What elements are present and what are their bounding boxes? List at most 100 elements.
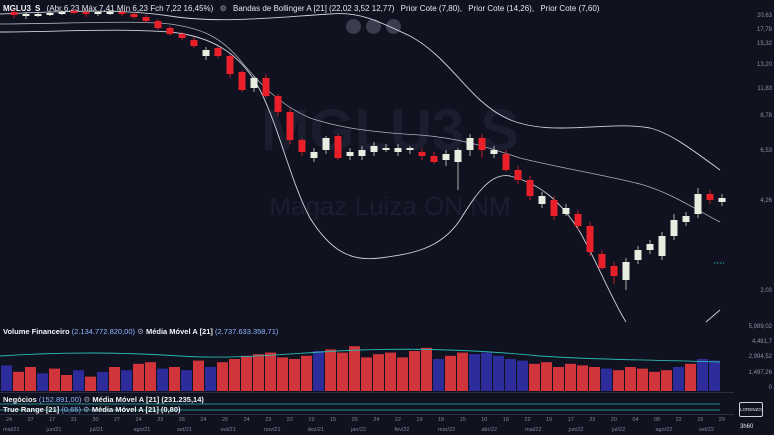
bollinger-lower-band[interactable] (0, 29, 627, 323)
volume-bar[interactable] (577, 365, 588, 391)
toolbar-dot-2[interactable] (366, 19, 381, 34)
gear-icon[interactable]: ⚙ (219, 4, 227, 13)
candle-body[interactable] (430, 156, 438, 162)
candle-body[interactable] (490, 150, 498, 154)
volume-bar[interactable] (349, 346, 360, 391)
volume-moving-average[interactable] (0, 348, 721, 363)
candle-body[interactable] (214, 48, 222, 56)
volume-bar[interactable] (553, 367, 564, 391)
candle-body[interactable] (514, 170, 522, 180)
candle-body[interactable] (154, 21, 162, 28)
volume-bar[interactable] (361, 357, 372, 391)
volume-bar[interactable] (313, 351, 324, 391)
volume-bar[interactable] (301, 355, 312, 391)
candle-body[interactable] (466, 138, 474, 150)
candle-body[interactable] (418, 152, 426, 156)
candle-body[interactable] (94, 12, 102, 14)
volume-bar[interactable] (673, 367, 684, 391)
volume-bar[interactable] (469, 354, 480, 391)
candle-body[interactable] (526, 180, 534, 196)
volume-bar[interactable] (289, 359, 300, 391)
candle-body[interactable] (190, 40, 198, 46)
prior-cote-2[interactable]: Prior Cote (14,26), (468, 4, 535, 13)
volume-bar[interactable] (277, 357, 288, 391)
volume-bar[interactable] (325, 349, 336, 391)
candle-body[interactable] (118, 12, 126, 14)
volume-bar[interactable] (649, 371, 660, 391)
volume-bar[interactable] (505, 359, 516, 391)
candle-body[interactable] (382, 148, 390, 150)
volume-bar[interactable] (373, 354, 384, 391)
candle-body[interactable] (562, 208, 570, 214)
candle-body[interactable] (646, 244, 654, 250)
candle-body[interactable] (322, 138, 330, 150)
candle-body[interactable] (586, 226, 594, 252)
candle-body[interactable] (130, 14, 138, 17)
volume-bar[interactable] (685, 363, 696, 391)
volume-bar[interactable] (337, 352, 348, 391)
candle-body[interactable] (46, 13, 54, 15)
volume-bar[interactable] (205, 367, 216, 391)
candle-body[interactable] (106, 12, 114, 14)
volume-bar[interactable] (481, 352, 492, 391)
candle-body[interactable] (406, 148, 414, 150)
volume-bar[interactable] (385, 352, 396, 391)
bollinger-label[interactable]: Bandas de Bollinger A [21] (22,02 3,52 1… (232, 4, 395, 13)
volume-bar[interactable] (193, 360, 204, 391)
candle-body[interactable] (310, 152, 318, 158)
volume-bar[interactable] (697, 359, 708, 391)
volume-bar[interactable] (613, 370, 624, 391)
volume-bars[interactable] (1, 346, 720, 391)
candle-body[interactable] (394, 148, 402, 152)
prior-cote-3[interactable]: Prior Cote (7,60) (540, 4, 600, 13)
prior-cote-1[interactable]: Prior Cote (7,80), (400, 4, 463, 13)
candle-body[interactable] (58, 12, 66, 14)
candle-body[interactable] (10, 12, 18, 15)
candle-body[interactable] (226, 56, 234, 74)
volume-bar[interactable] (97, 371, 108, 391)
volume-bar[interactable] (661, 370, 672, 391)
candle-body[interactable] (274, 96, 282, 112)
volume-bar[interactable] (169, 367, 180, 391)
candle-body[interactable] (250, 78, 258, 88)
candle-body[interactable] (454, 150, 462, 162)
candle-body[interactable] (718, 198, 726, 202)
volume-bar[interactable] (73, 370, 84, 391)
candle-body[interactable] (346, 152, 354, 156)
candle-body[interactable] (502, 154, 510, 170)
candle-body[interactable] (682, 216, 690, 222)
volume-bar[interactable] (61, 375, 72, 391)
candle-body[interactable] (634, 250, 642, 260)
volume-bar[interactable] (589, 367, 600, 391)
candle-body[interactable] (22, 14, 30, 16)
volume-bar[interactable] (457, 352, 468, 391)
toolbar-dot-1[interactable] (346, 19, 361, 34)
volume-bar[interactable] (565, 363, 576, 391)
volume-bar[interactable] (1, 365, 12, 391)
volume-bar[interactable] (445, 355, 456, 391)
volume-bar[interactable] (529, 363, 540, 391)
volume-bar[interactable] (433, 359, 444, 391)
volume-bar[interactable] (421, 347, 432, 391)
volume-bar[interactable] (397, 357, 408, 391)
volume-bar[interactable] (181, 370, 192, 391)
volume-bar[interactable] (265, 352, 276, 391)
candle-body[interactable] (706, 194, 714, 200)
volume-bar[interactable] (13, 371, 24, 391)
candle-body[interactable] (442, 154, 450, 160)
volume-bar[interactable] (49, 368, 60, 391)
candle-body[interactable] (142, 17, 150, 21)
candle-body[interactable] (82, 12, 90, 14)
volume-bar[interactable] (145, 362, 156, 391)
candle-body[interactable] (238, 72, 246, 90)
candle-body[interactable] (202, 50, 210, 56)
volume-bar[interactable] (37, 373, 48, 391)
candle-body[interactable] (658, 236, 666, 256)
volume-bar[interactable] (109, 367, 120, 391)
candle-body[interactable] (538, 196, 546, 204)
candle-body[interactable] (670, 220, 678, 236)
volume-bar[interactable] (241, 355, 252, 391)
volume-bar[interactable] (409, 351, 420, 391)
